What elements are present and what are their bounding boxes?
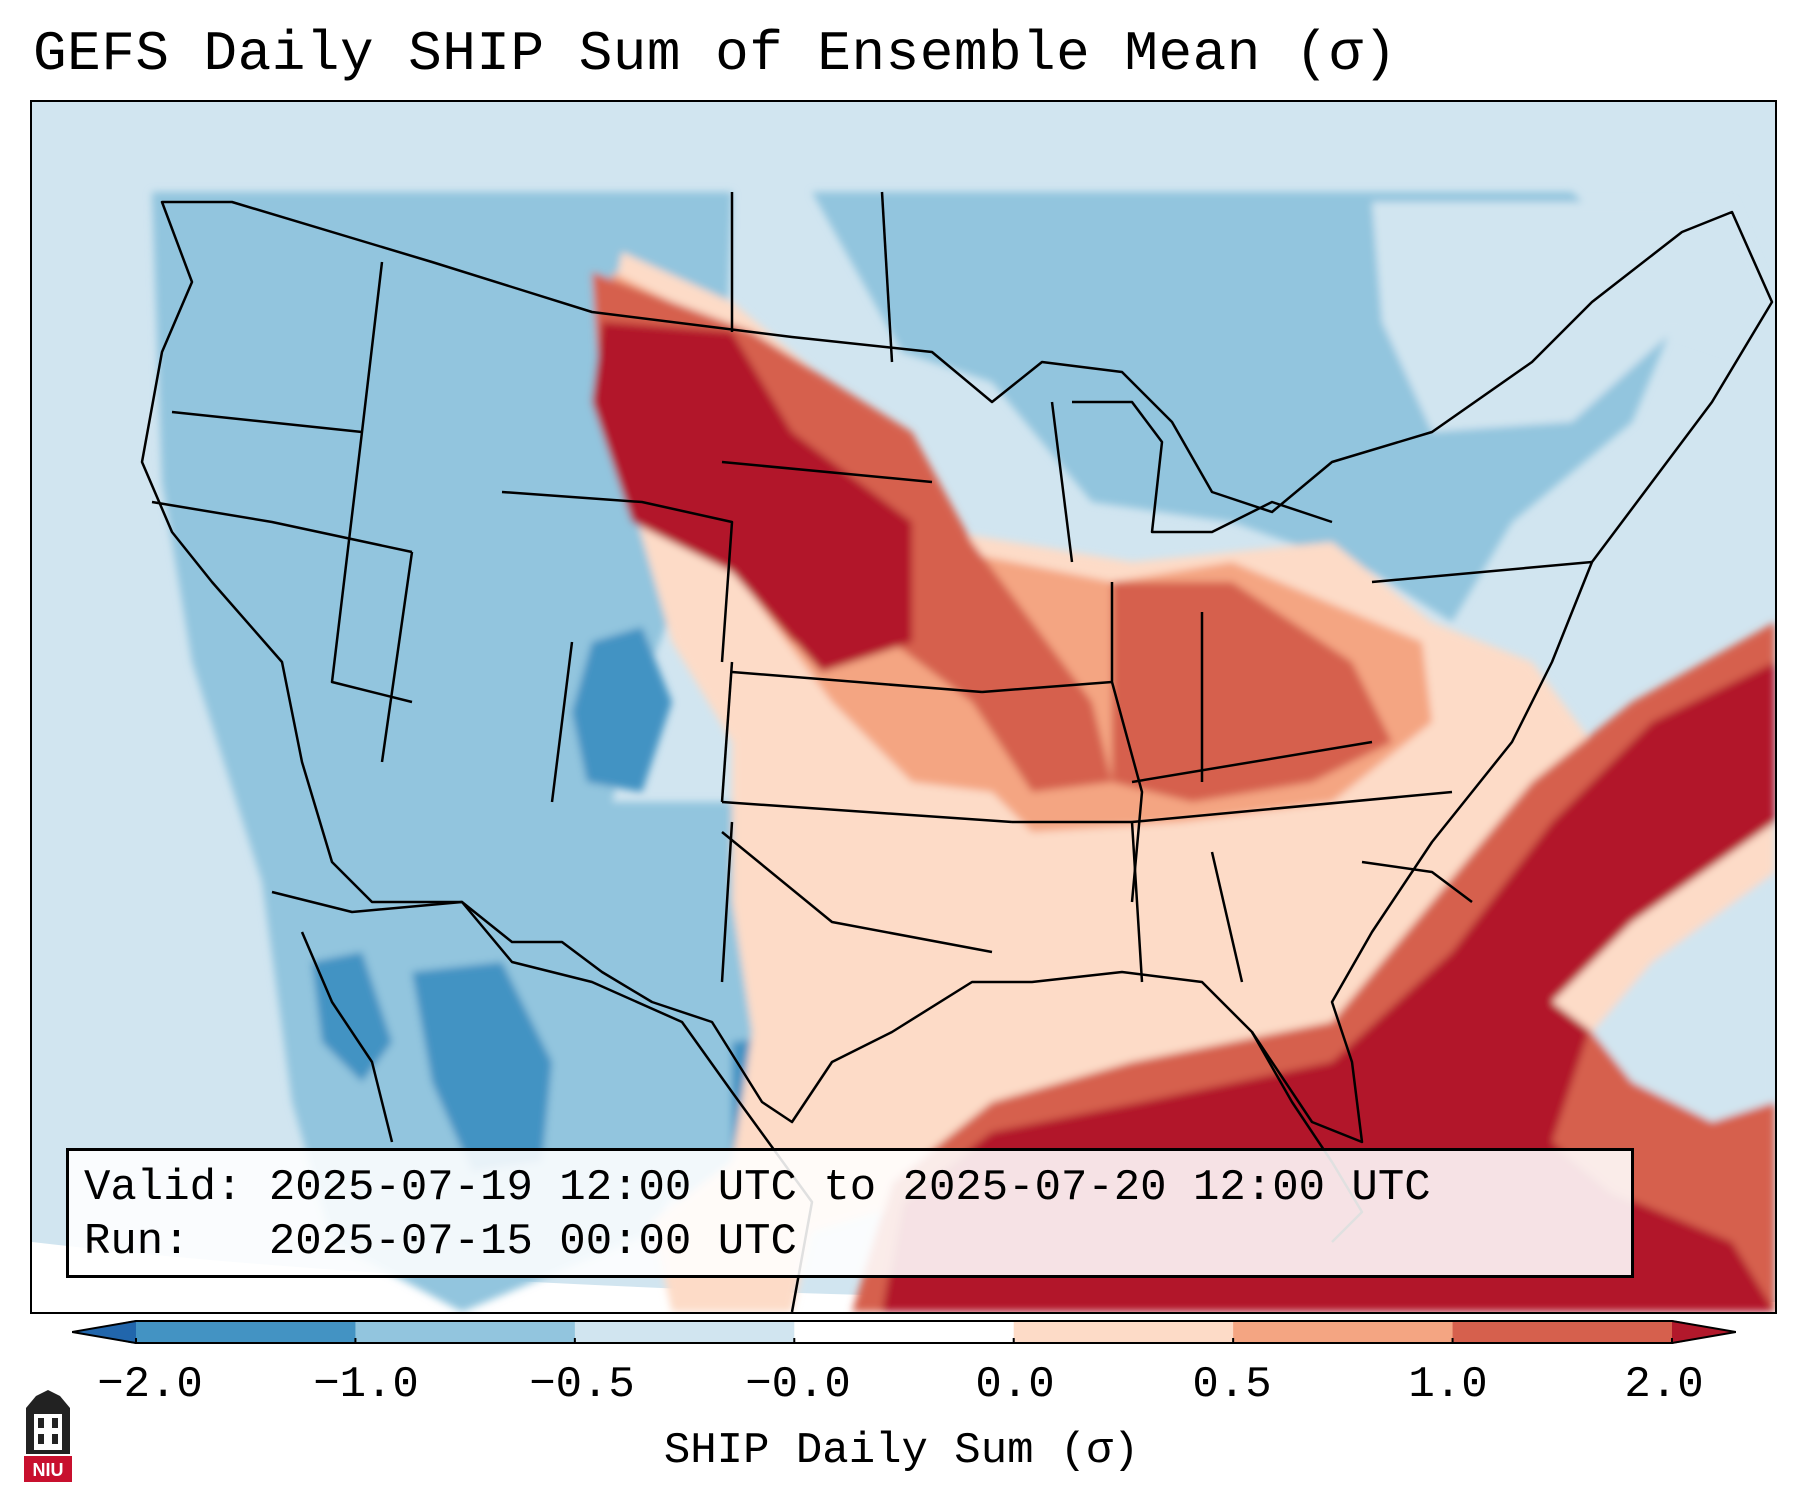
sonora-strong-negative [412, 962, 552, 1172]
dakotas-very-strong-positive [592, 322, 912, 672]
state-line-wa-or [171, 410, 363, 434]
run-value: 2025-07-15 00:00 UTC [268, 1217, 797, 1267]
colorbar-bin [1013, 1320, 1234, 1344]
map-panel [30, 100, 1777, 1314]
colorbar-bin [355, 1320, 576, 1344]
state-line-nm-tx [720, 821, 734, 983]
colorbar-tick-label: 2.0 [1624, 1360, 1704, 1410]
state-line-or-ca [151, 500, 413, 554]
valid-label: Valid: [84, 1163, 243, 1213]
sc-nc [1361, 860, 1473, 903]
state-line-wi-mn [1050, 401, 1074, 563]
colorbar-bin [1233, 1320, 1454, 1344]
colorbar-bin [794, 1320, 1015, 1344]
colorbar-label: SHIP Daily Sum (σ) [663, 1426, 1140, 1476]
great-lakes [1072, 400, 1333, 534]
state-line-sd-ne [721, 460, 933, 484]
atlantic-weak-band [1552, 822, 1775, 1032]
colorbar-tick-label: −0.5 [529, 1360, 635, 1410]
valid-run-info-box: Valid: 2025-07-19 12:00 UTC to 2025-07-2… [66, 1148, 1634, 1278]
state-line-co-ks [720, 661, 734, 803]
colorado-strong-negative [572, 627, 672, 792]
state-line-nv-ut [380, 551, 414, 763]
colorbar-tick-label: −2.0 [97, 1360, 203, 1410]
svg-text:NIU: NIU [33, 1460, 64, 1480]
state-line-tn [1131, 790, 1453, 824]
state-line-pa-ny [1371, 560, 1593, 584]
niu-logo: NIU [24, 1390, 72, 1482]
state-line-ms-al [1130, 821, 1144, 983]
baja-coast [300, 931, 394, 1143]
state-line-id [330, 261, 413, 704]
ohio-valley-strong-positive [1112, 582, 1392, 802]
state-line-ne-ks [731, 670, 983, 694]
state-line-tx-ok [721, 831, 993, 954]
valid-value: 2025-07-19 12:00 UTC to 2025-07-20 12:00… [268, 1163, 1431, 1213]
colorbar-tick-label: 1.0 [1408, 1360, 1488, 1410]
colorbar-bin [1452, 1320, 1673, 1344]
baja-strong-negative [312, 952, 392, 1082]
state-line-al-ga [1210, 851, 1244, 983]
state-line-nd-mn [880, 191, 894, 363]
colorbar-extend-max [1672, 1320, 1736, 1344]
colorbar-tick-label: 0.5 [1192, 1360, 1272, 1410]
state-line-ks-ok [721, 800, 1013, 824]
canada-weak-negative [1372, 202, 1772, 432]
state-line-ky [1131, 740, 1373, 784]
colorbar-tick-label: −1.0 [313, 1360, 419, 1410]
state-line-ia-mo [981, 680, 1113, 694]
colorbar-bin [136, 1320, 356, 1344]
colorbar-tick-label: 0.0 [975, 1360, 1055, 1410]
state-line-mississippi [1110, 582, 1144, 903]
atlantic-negative-band [1592, 872, 1775, 1122]
colorbar [72, 1320, 1736, 1344]
colorbar-tick-label: −0.0 [745, 1360, 851, 1410]
chart-title: GEFS Daily SHIP Sum of Ensemble Mean (σ) [33, 22, 1398, 86]
run-label: Run: [84, 1217, 190, 1267]
state-line-ut-co [550, 641, 574, 803]
ship-anomaly-map [32, 102, 1775, 1312]
colorbar-extend-min [72, 1320, 136, 1344]
us-outline [140, 200, 1774, 1144]
colorbar-bin [574, 1320, 795, 1344]
state-line-wy [501, 490, 734, 663]
